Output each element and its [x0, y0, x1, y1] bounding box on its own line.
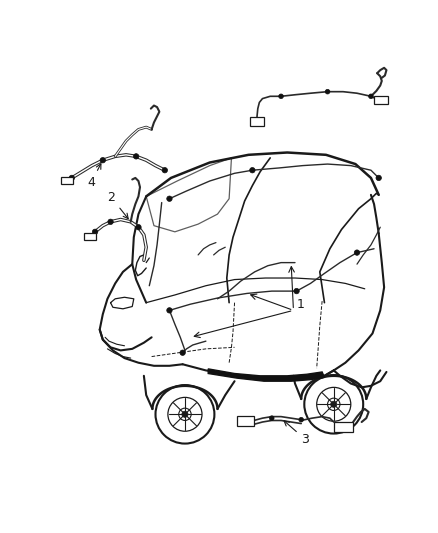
FancyBboxPatch shape: [334, 422, 353, 432]
Circle shape: [269, 416, 274, 421]
Circle shape: [250, 167, 255, 173]
Circle shape: [182, 411, 188, 417]
Circle shape: [299, 417, 304, 422]
FancyBboxPatch shape: [84, 232, 96, 239]
FancyBboxPatch shape: [250, 117, 264, 126]
Text: 2: 2: [107, 191, 128, 219]
Circle shape: [136, 224, 141, 230]
Circle shape: [167, 196, 172, 201]
Polygon shape: [208, 369, 325, 381]
Circle shape: [69, 175, 74, 181]
FancyBboxPatch shape: [61, 177, 73, 184]
Circle shape: [294, 288, 299, 294]
Circle shape: [325, 90, 330, 94]
Circle shape: [100, 158, 106, 163]
Circle shape: [369, 94, 373, 99]
Text: 1: 1: [297, 298, 304, 311]
Circle shape: [92, 229, 98, 235]
Text: 3: 3: [284, 421, 309, 446]
Circle shape: [354, 250, 360, 255]
Circle shape: [331, 401, 337, 407]
Circle shape: [376, 175, 381, 181]
Circle shape: [134, 154, 139, 159]
Circle shape: [167, 308, 172, 313]
Circle shape: [180, 350, 185, 356]
FancyBboxPatch shape: [374, 95, 388, 104]
Circle shape: [279, 94, 283, 99]
Circle shape: [162, 167, 167, 173]
Circle shape: [108, 219, 113, 224]
Text: 4: 4: [87, 164, 101, 189]
FancyBboxPatch shape: [237, 416, 254, 426]
